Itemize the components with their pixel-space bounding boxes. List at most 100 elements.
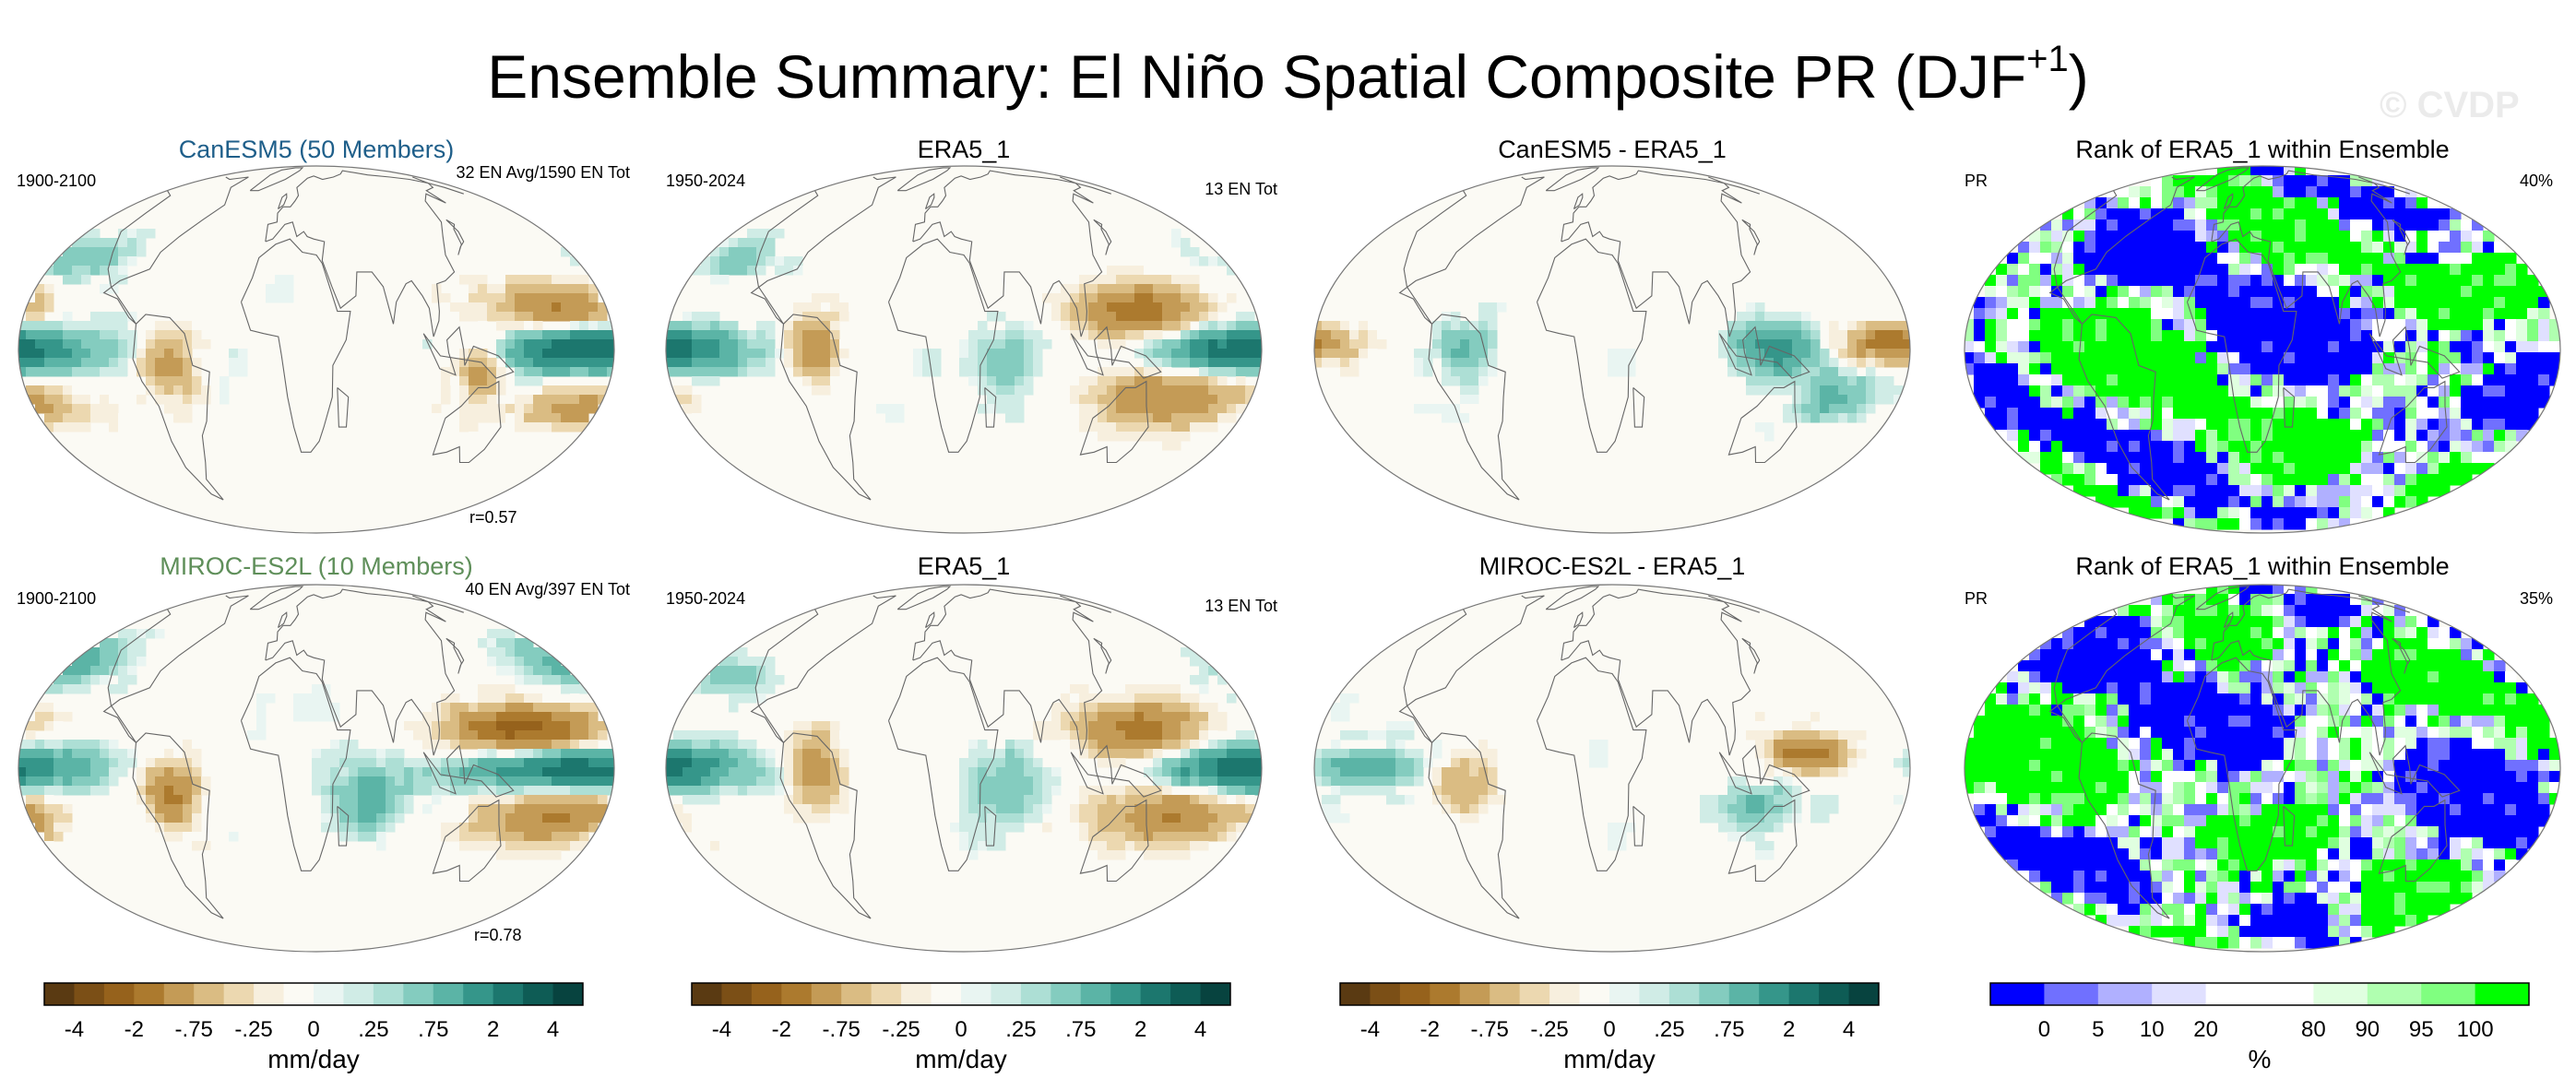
map-cell bbox=[1144, 413, 1154, 423]
map-cell bbox=[2472, 341, 2484, 353]
map-cell bbox=[2527, 341, 2539, 353]
map-cell bbox=[2350, 485, 2362, 497]
map-cell bbox=[1488, 330, 1498, 340]
coastline bbox=[2195, 167, 2250, 192]
map-cell bbox=[1153, 321, 1163, 331]
map-cell bbox=[524, 330, 534, 340]
map-cell bbox=[2306, 441, 2318, 453]
map-cell bbox=[1746, 302, 1756, 313]
map-cell bbox=[1783, 758, 1793, 768]
map-cell bbox=[1024, 758, 1034, 768]
map-cell bbox=[1153, 776, 1163, 787]
map-cell bbox=[673, 813, 683, 823]
map-cell bbox=[885, 330, 896, 340]
map-cell bbox=[127, 312, 137, 322]
map-cell bbox=[2162, 208, 2174, 220]
map-cell bbox=[53, 721, 64, 731]
map-cell bbox=[2062, 419, 2074, 431]
map-cell bbox=[1903, 749, 1910, 759]
map-cell bbox=[1414, 758, 1424, 768]
map-cell bbox=[2040, 341, 2052, 353]
map-cell bbox=[1088, 330, 1098, 340]
map-cell bbox=[2494, 297, 2506, 309]
map-cell bbox=[53, 823, 64, 833]
map-cell bbox=[432, 284, 442, 294]
map-cell bbox=[515, 832, 525, 842]
map-cell bbox=[978, 358, 988, 368]
map-cell bbox=[1783, 786, 1793, 796]
map-cell bbox=[1829, 367, 1839, 377]
map-cell bbox=[367, 786, 377, 796]
map-cell bbox=[2472, 286, 2484, 298]
map-cell bbox=[2328, 275, 2340, 287]
map-cell bbox=[183, 832, 193, 842]
map-cell bbox=[1079, 385, 1089, 396]
map-cell bbox=[729, 266, 739, 276]
map-cell bbox=[1208, 349, 1218, 359]
map-cell bbox=[1423, 404, 1433, 414]
map-cell bbox=[2062, 385, 2074, 397]
map-cell bbox=[2073, 330, 2085, 342]
map-cell bbox=[2361, 330, 2373, 342]
map-cell bbox=[738, 776, 748, 787]
map-cell bbox=[701, 321, 711, 331]
map-cell bbox=[2284, 363, 2296, 375]
map-cell bbox=[756, 238, 766, 248]
map-cell bbox=[830, 804, 840, 814]
map-cell bbox=[1820, 740, 1830, 750]
map-cell bbox=[904, 358, 914, 368]
map-cell bbox=[561, 832, 571, 842]
map-cell bbox=[72, 339, 82, 350]
map-cell bbox=[1497, 302, 1507, 313]
map-cell bbox=[155, 758, 165, 768]
map-cell bbox=[729, 330, 739, 340]
map-cell bbox=[1764, 385, 1775, 396]
map-cell bbox=[2029, 308, 2041, 320]
map-cell bbox=[533, 786, 543, 796]
map-cell bbox=[812, 349, 822, 359]
map-cell bbox=[330, 712, 340, 722]
map-cell bbox=[552, 657, 562, 667]
map-cell bbox=[312, 767, 322, 777]
map-cell bbox=[515, 321, 525, 331]
map-cell bbox=[1107, 730, 1117, 740]
map-cell bbox=[1116, 758, 1126, 768]
map-cell bbox=[821, 312, 831, 322]
map-cell bbox=[793, 256, 803, 267]
map-cell bbox=[524, 758, 534, 768]
map-cell bbox=[303, 693, 313, 704]
map-cell bbox=[1746, 330, 1756, 340]
map-cell bbox=[487, 703, 497, 713]
map-cell bbox=[996, 841, 1006, 851]
map-cell bbox=[1199, 657, 1209, 667]
map-cell bbox=[2084, 253, 2096, 265]
map-cell bbox=[441, 730, 451, 740]
map-cell bbox=[747, 684, 757, 694]
map-cell bbox=[2173, 308, 2185, 320]
map-cell bbox=[2494, 286, 2506, 298]
map-cell bbox=[1181, 284, 1191, 294]
map-cell bbox=[2184, 441, 2196, 453]
map-cell bbox=[968, 795, 979, 805]
map-cell bbox=[1088, 850, 1098, 860]
map-cell bbox=[2306, 605, 2318, 617]
map-cell bbox=[1478, 740, 1489, 750]
map-cell bbox=[2483, 231, 2495, 243]
map-cell bbox=[1810, 395, 1821, 405]
map-cell bbox=[1125, 321, 1135, 331]
map-cell bbox=[1005, 376, 1015, 386]
map-cell bbox=[1024, 358, 1034, 368]
map-cell bbox=[2217, 385, 2229, 397]
map-cell bbox=[2195, 308, 2207, 320]
map-cell bbox=[701, 786, 711, 796]
map-cell bbox=[579, 339, 589, 350]
coastline bbox=[445, 637, 465, 674]
map-cell bbox=[1107, 404, 1117, 414]
map-cell bbox=[505, 823, 516, 833]
map-cell bbox=[1171, 703, 1181, 713]
map-cell bbox=[2261, 330, 2273, 342]
map-cell bbox=[1442, 376, 1452, 386]
map-cell bbox=[793, 749, 803, 759]
map-cell bbox=[2472, 330, 2484, 342]
map-cell bbox=[386, 749, 396, 759]
